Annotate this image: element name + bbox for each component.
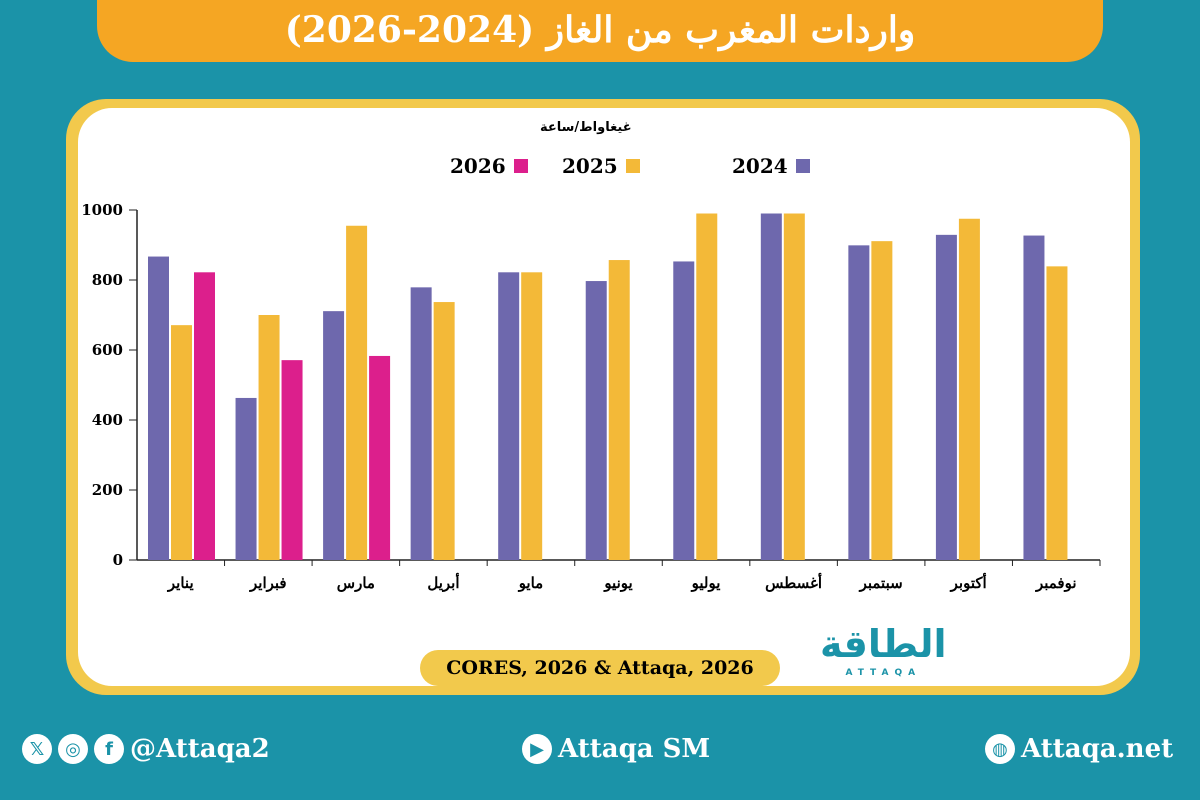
x-icon[interactable]: 𝕏 xyxy=(22,734,52,764)
y-tick-label: 600 xyxy=(92,341,123,359)
instagram-icon[interactable]: ◎ xyxy=(58,734,88,764)
x-tick-label: يناير xyxy=(167,574,194,592)
legend-2025: 2025 xyxy=(562,154,640,178)
legend-2026: 2026 xyxy=(450,154,528,178)
y-tick-label: 0 xyxy=(113,551,123,569)
bar-2024 xyxy=(410,287,432,560)
y-tick-label: 1000 xyxy=(81,201,123,219)
y-tick-label: 400 xyxy=(92,411,123,429)
bar-2026 xyxy=(194,272,215,560)
footer-website[interactable]: ◍ Attaqa.net xyxy=(985,734,1173,764)
website-link[interactable]: Attaqa.net xyxy=(1021,734,1174,764)
bar-2025 xyxy=(433,302,455,560)
legend-swatch xyxy=(513,159,528,173)
x-tick-label: يونيو xyxy=(603,574,632,592)
facebook-icon[interactable]: f xyxy=(94,734,124,764)
x-tick-label: مارس xyxy=(337,574,375,592)
y-axis-unit: غيغاواط/ساعة xyxy=(540,120,632,135)
bar-2024 xyxy=(148,256,169,560)
legend-label: 2025 xyxy=(562,154,618,178)
bar-2025 xyxy=(871,241,893,560)
bar-2024 xyxy=(673,261,695,560)
bar-2025 xyxy=(696,213,718,560)
bar-2025 xyxy=(346,225,368,560)
bar-2024 xyxy=(235,397,257,560)
y-tick-label: 800 xyxy=(92,271,123,289)
attaqa-logo: الطاقة ATTAQA xyxy=(820,622,947,679)
legend-label: 2026 xyxy=(450,154,506,178)
bar-2024 xyxy=(323,311,345,560)
bar-2025 xyxy=(608,260,630,560)
footer-youtube[interactable]: ▶ Attaqa SM xyxy=(522,734,710,764)
youtube-icon[interactable]: ▶ xyxy=(522,734,552,764)
legend-2024: 2024 xyxy=(732,154,810,178)
x-tick-label: أبريل xyxy=(427,572,459,592)
y-tick-label: 200 xyxy=(92,481,123,499)
x-tick-label: أكتوبر xyxy=(950,572,987,592)
legend-swatch xyxy=(795,159,810,173)
x-tick-label: فبراير xyxy=(249,574,287,592)
bar-2024 xyxy=(760,213,782,560)
source-label: CORES, 2026 & Attaqa, 2026 xyxy=(420,650,780,686)
bar-2024 xyxy=(848,245,870,560)
social-handle[interactable]: @Attaqa2 xyxy=(130,734,270,764)
bar-2025 xyxy=(958,218,980,560)
legend-swatch xyxy=(625,159,640,173)
globe-icon[interactable]: ◍ xyxy=(985,734,1015,764)
bar-2024 xyxy=(585,281,607,560)
bar-2025 xyxy=(1046,266,1068,560)
x-tick-label: مايو xyxy=(518,574,544,592)
bar-2025 xyxy=(521,272,543,560)
x-tick-label: نوفمبر xyxy=(1035,574,1077,592)
bar-2024 xyxy=(935,234,957,560)
x-tick-label: أغسطس xyxy=(765,572,822,592)
bar-2025 xyxy=(783,213,805,560)
legend-label: 2024 xyxy=(732,154,788,178)
bar-2025 xyxy=(258,315,280,560)
page-title: واردات المغرب من الغاز (2024-2026) xyxy=(97,0,1103,62)
bar-2024 xyxy=(1023,235,1045,561)
logo-text: الطاقة xyxy=(820,622,947,666)
bar-2026 xyxy=(281,360,303,560)
bar-2026 xyxy=(369,355,391,560)
footer-social[interactable]: 𝕏 ◎ f @Attaqa2 xyxy=(22,734,270,764)
x-tick-label: سبتمبر xyxy=(859,574,903,592)
x-tick-label: يوليو xyxy=(691,574,721,592)
bar-2024 xyxy=(498,272,520,560)
bar-2025 xyxy=(171,325,192,560)
youtube-handle[interactable]: Attaqa SM xyxy=(558,734,711,764)
logo-sub: ATTAQA xyxy=(845,668,922,678)
